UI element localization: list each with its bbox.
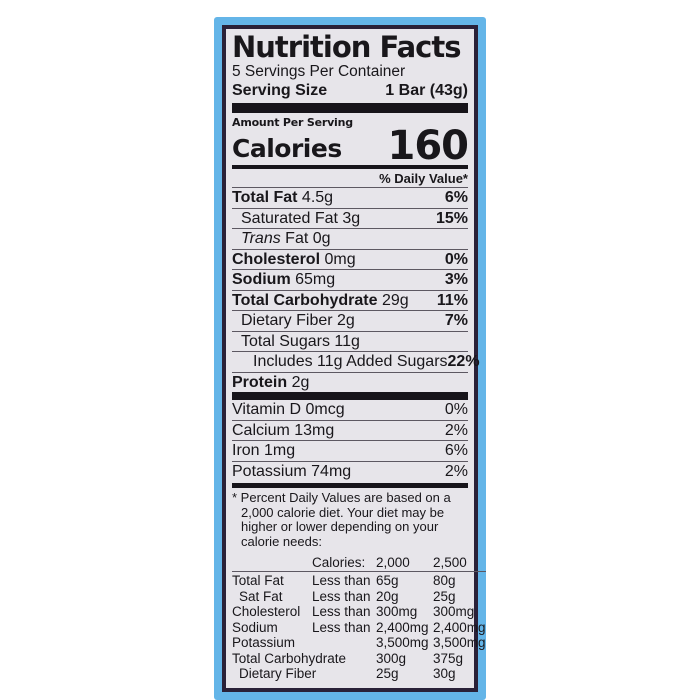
nutrient-daily-value: 22% — [447, 353, 480, 370]
micronutrient-rows: Vitamin D 0mcg 0% Calcium 13mg 2% Iron 1mg 6%… — [232, 400, 468, 481]
micronutrient-name: Vitamin D 0mcg — [232, 401, 345, 418]
micronutrient-daily-value: 0% — [444, 401, 468, 418]
micronutrient-row: Potassium 74mg 2% — [232, 460, 468, 482]
ref-qualifier — [312, 651, 376, 667]
serving-size-value: 1 Bar (43g) — [385, 82, 468, 99]
ref-value-2000: 3,500mg — [376, 635, 429, 650]
nutrient-daily-value: 7% — [444, 312, 468, 329]
ref-header-blank — [232, 554, 312, 572]
nutrient-name: Protein 2g — [232, 373, 310, 391]
ref-value-2500: 375g — [433, 650, 464, 666]
ref-qualifier: Less than — [312, 588, 371, 604]
nutrient-daily-value: 15% — [435, 209, 468, 227]
nutrient-row: Dietary Fiber 2g 7% — [232, 310, 468, 331]
micronutrient-name: Iron 1mg — [232, 442, 296, 459]
micronutrient-daily-value: 2% — [444, 421, 468, 439]
ref-header-2500: 2,500 — [433, 554, 486, 572]
ref-header-2000: 2,000 — [376, 554, 433, 572]
ref-value-2000: 300g — [376, 650, 407, 666]
ref-qualifier: Less than — [312, 619, 371, 635]
micronutrient-row: Vitamin D 0mcg 0% — [232, 400, 468, 420]
nutrient-row: Total Sugars 11g — [232, 330, 468, 352]
micronutrient-name: Potassium 74mg — [232, 462, 352, 480]
calories-value: 160 — [387, 123, 469, 169]
nutrient-name: Total Sugars 11g — [241, 332, 360, 350]
nutrient-name: Cholesterol 0mg — [232, 250, 356, 268]
nutrient-daily-value: 11% — [436, 291, 468, 309]
amount-per-serving-label: Amount Per Serving — [232, 116, 353, 129]
nutrient-rows: Total Fat 4.5g 6% Saturated Fat 3g 15% Trans… — [232, 187, 480, 393]
ref-qualifier — [312, 666, 376, 682]
ref-value-2500: 30g — [433, 666, 456, 681]
calories-row: Calories 160 — [232, 123, 469, 169]
nutrient-name: Sodium 65mg — [232, 271, 336, 288]
nutrient-row: Saturated Fat 3g 15% — [232, 207, 468, 229]
label-frame: Nutrition Facts 5 Servings Per Container… — [214, 17, 486, 700]
ref-value-2000: 2,400mg — [376, 619, 429, 635]
micronutrient-daily-value: 2% — [444, 462, 468, 480]
reference-table-grid: Calories: 2,000 2,500 Total Fat Less than 65g… — [232, 554, 486, 682]
nutrient-name: Total Carbohydrate 29g — [232, 291, 409, 309]
ref-value-2500: 3,500mg — [433, 635, 486, 650]
micronutrient-row: Calcium 13mg 2% — [232, 419, 468, 441]
ref-qualifier: Less than — [312, 573, 371, 588]
nutrient-row: Total Carbohydrate 29g 11% — [232, 289, 468, 311]
nutrient-row: Trans Fat 0g — [232, 228, 468, 249]
divider-thick-mid — [232, 392, 468, 400]
ref-nutrient-name: Potassium — [232, 635, 296, 650]
nutrient-row: Sodium 65mg 3% — [232, 269, 468, 290]
ref-nutrient-name: Total Carbohydrate — [232, 650, 347, 666]
ref-value-2000: 20g — [376, 588, 399, 604]
divider-medium-bottom — [232, 483, 468, 488]
ref-nutrient-name: Dietary Fiber — [239, 666, 317, 681]
daily-value-footnote: * Percent Daily Values are based on a 2,… — [232, 490, 451, 549]
divider-medium — [232, 165, 468, 169]
divider-thick-top — [232, 103, 468, 113]
label-title: Nutrition Facts — [232, 30, 461, 64]
nutrient-daily-value: 3% — [444, 271, 468, 288]
nutrient-row: Protein 2g — [232, 371, 468, 393]
serving-size-label: Serving Size — [232, 82, 328, 99]
ref-value-2000: 65g — [376, 573, 399, 588]
nutrient-name: Total Fat 4.5g — [232, 189, 334, 206]
serving-size-row: Serving Size 1 Bar (43g) — [232, 81, 468, 101]
nutrient-row: Cholesterol 0mg 0% — [232, 248, 468, 270]
ref-value-2500: 300mg — [433, 604, 475, 619]
ref-nutrient-name: Sodium — [232, 619, 278, 635]
micronutrient-name: Calcium 13mg — [232, 421, 335, 439]
nutrient-daily-value: 6% — [444, 189, 468, 206]
ref-value-2500: 80g — [433, 573, 456, 588]
calories-label: Calories — [232, 134, 342, 163]
nutrient-row: Includes 11g Added Sugars 22% — [232, 351, 480, 372]
ref-nutrient-name: Cholesterol — [232, 604, 301, 619]
ref-value-2500: 25g — [433, 588, 456, 604]
nutrient-name: Includes 11g Added Sugars — [253, 353, 448, 370]
ref-value-2000: 25g — [376, 666, 399, 681]
nutrient-name: Trans Fat 0g — [241, 230, 331, 247]
micronutrient-daily-value: 6% — [444, 442, 468, 459]
daily-value-header: % Daily Value* — [379, 171, 468, 186]
nutrient-row: Total Fat 4.5g 6% — [232, 187, 468, 208]
servings-per-container: 5 Servings Per Container — [232, 63, 406, 80]
nutrition-facts-panel: Nutrition Facts 5 Servings Per Container… — [222, 25, 486, 692]
ref-header-calories: Calories: — [312, 554, 376, 572]
ref-qualifier: Less than — [312, 604, 371, 619]
nutrient-name: Dietary Fiber 2g — [241, 312, 355, 329]
reference-intake-table: Calories: 2,000 2,500 Total Fat Less than 65g… — [232, 554, 486, 682]
micronutrient-row: Iron 1mg 6% — [232, 440, 468, 461]
ref-value-2500: 2,400mg — [433, 619, 486, 635]
ref-nutrient-name: Total Fat — [232, 573, 284, 588]
ref-value-2000: 300mg — [376, 604, 418, 619]
ref-nutrient-name: Sat Fat — [239, 588, 283, 604]
nutrient-name: Saturated Fat 3g — [241, 209, 361, 227]
ref-qualifier — [312, 635, 376, 651]
nutrient-daily-value: 0% — [444, 250, 468, 268]
